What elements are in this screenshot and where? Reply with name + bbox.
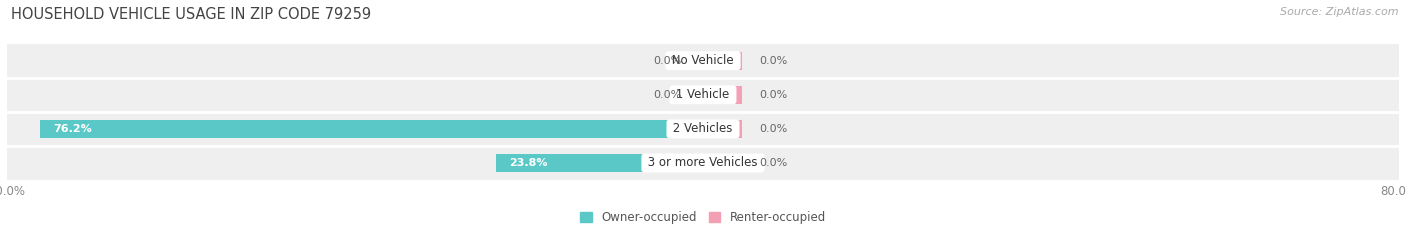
Text: 3 or more Vehicles: 3 or more Vehicles (644, 157, 762, 169)
Bar (703, 154, 742, 172)
Bar (703, 52, 742, 70)
Text: 0.0%: 0.0% (652, 90, 682, 100)
Bar (7, 146, 1399, 180)
Text: 0.0%: 0.0% (652, 56, 682, 66)
Text: 0.0%: 0.0% (759, 158, 787, 168)
Text: 2 Vehicles: 2 Vehicles (669, 122, 737, 135)
Text: 23.8%: 23.8% (509, 158, 547, 168)
Text: HOUSEHOLD VEHICLE USAGE IN ZIP CODE 79259: HOUSEHOLD VEHICLE USAGE IN ZIP CODE 7925… (11, 7, 371, 22)
Text: 0.0%: 0.0% (759, 56, 787, 66)
Bar (703, 120, 742, 138)
Text: 0.0%: 0.0% (759, 90, 787, 100)
Bar (7, 44, 1399, 78)
Bar (690, 52, 703, 70)
Bar (7, 112, 1399, 146)
Legend: Owner-occupied, Renter-occupied: Owner-occupied, Renter-occupied (575, 206, 831, 229)
Text: 1 Vehicle: 1 Vehicle (672, 88, 734, 101)
Bar (703, 86, 742, 104)
Text: 0.0%: 0.0% (759, 124, 787, 134)
Bar (7, 78, 1399, 112)
Text: No Vehicle: No Vehicle (668, 54, 738, 67)
Bar (690, 86, 703, 104)
Text: Source: ZipAtlas.com: Source: ZipAtlas.com (1281, 7, 1399, 17)
Text: 76.2%: 76.2% (53, 124, 91, 134)
Bar (496, 154, 703, 172)
Bar (41, 120, 703, 138)
